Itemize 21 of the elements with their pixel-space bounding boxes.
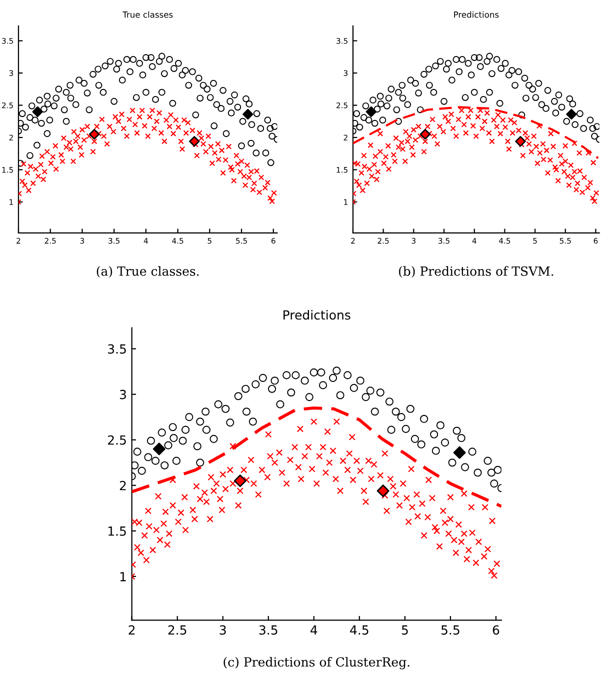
y-tick-label: 1.5 xyxy=(108,526,126,536)
x-tick-label: 3.5 xyxy=(259,625,278,635)
y-tick-label: 3.5 xyxy=(108,344,126,354)
text: (a) True classes. xyxy=(96,266,199,278)
chart-title: True classes xyxy=(122,11,173,18)
y-tick-label: 2 xyxy=(120,480,126,490)
text: (c) Predictions of ClusterReg. xyxy=(224,657,410,670)
x-tick-label: 6 xyxy=(492,625,500,635)
y-tick-label: 3 xyxy=(120,390,126,400)
x-tick-label: 5.5 xyxy=(441,625,460,635)
x-tick-label: 2 xyxy=(128,625,135,635)
x-tick-label: 3 xyxy=(220,625,226,635)
y-tick-label: 2.5 xyxy=(108,435,126,445)
chart-title: Predictions xyxy=(284,310,350,320)
x-tick-label: 5 xyxy=(402,625,408,635)
text: (b) Predictions of TSVM. xyxy=(398,266,554,278)
x-tick-label: 2.5 xyxy=(168,625,186,635)
chart-title: Predictions xyxy=(454,11,499,18)
y-tick-label: 1 xyxy=(120,572,126,582)
x-tick-label: 4 xyxy=(310,625,318,635)
x-tick-label: 4.5 xyxy=(350,625,368,635)
